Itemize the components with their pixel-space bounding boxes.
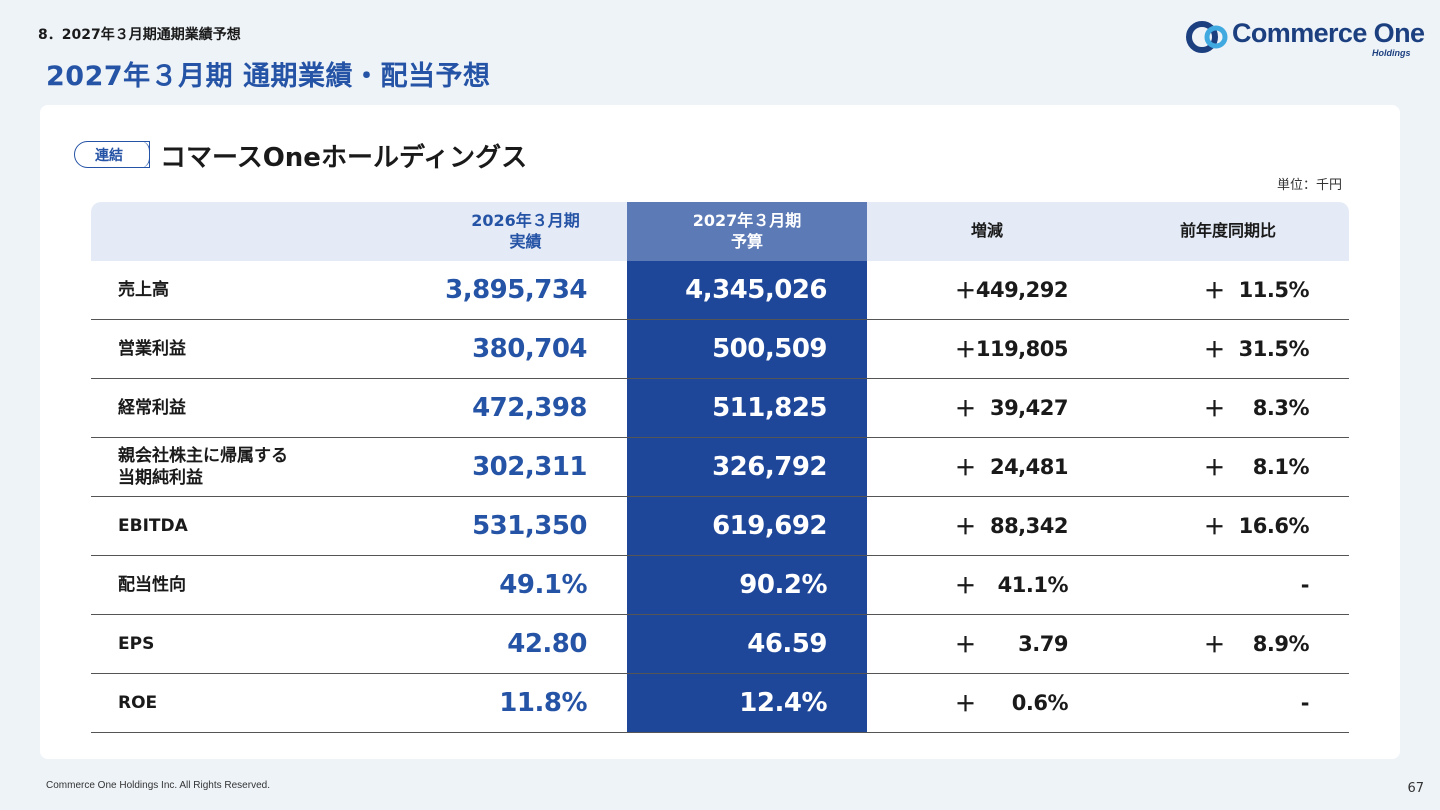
row-label: EBITDA: [118, 515, 188, 536]
diff-sign: ＋: [955, 456, 976, 480]
table-row: 営業利益 380,704 500,509 ＋ 119,805 ＋ 31.5%: [91, 320, 1349, 379]
actual-value: 49.1%: [499, 570, 587, 600]
table-row: 売上高 3,895,734 4,345,026 ＋ 449,292 ＋ 11.5%: [91, 261, 1349, 320]
forecast-value: 326,792: [627, 438, 867, 496]
diff-sign: ＋: [955, 397, 976, 421]
diff-sign: ＋: [955, 279, 976, 303]
ratio-value: 11.5%: [1238, 278, 1310, 302]
forecast-value: 619,692: [627, 497, 867, 555]
diff-sign: ＋: [955, 574, 976, 598]
table-row: EPS 42.80 46.59 ＋ 3.79 ＋ 8.9%: [91, 615, 1349, 674]
diff-sign: ＋: [955, 338, 976, 362]
forecast-value: 500,509: [627, 320, 867, 378]
actual-value: 302,311: [472, 452, 587, 482]
row-label: 営業利益: [118, 338, 186, 359]
forecast-value: 46.59: [627, 615, 867, 673]
diff-value: 39,427: [989, 396, 1069, 420]
table-row: 親会社株主に帰属する 当期純利益 302,311 326,792 ＋ 24,481 ＋ 8.1…: [91, 438, 1349, 497]
row-label: 親会社株主に帰属する 当期純利益: [118, 445, 288, 488]
actual-value: 42.80: [507, 629, 587, 659]
unit-label: 単位：千円: [1276, 178, 1342, 193]
diff-value: 0.6%: [1011, 691, 1069, 715]
header-ratio: 前年度同期比: [1179, 221, 1276, 241]
ratio-value: 16.6%: [1238, 514, 1310, 538]
actual-value: 472,398: [472, 393, 587, 423]
page-number: 67: [1407, 781, 1424, 796]
company-logo: Commerce One Holdings: [1186, 18, 1425, 60]
diff-value: 41.1%: [997, 573, 1069, 597]
row-label: ROE: [118, 692, 158, 713]
ratio-value: 8.3%: [1252, 396, 1310, 420]
ratio-sign: ＋: [1204, 515, 1225, 539]
forecast-value: 511,825: [627, 379, 867, 437]
ratio-sign: ＋: [1204, 338, 1225, 362]
actual-value: 380,704: [472, 334, 587, 364]
table-row: 経常利益 472,398 511,825 ＋ 39,427 ＋ 8.3%: [91, 379, 1349, 438]
diff-value: 449,292: [975, 278, 1069, 302]
ratio-value: 8.9%: [1252, 632, 1310, 656]
consolidated-badge: 連結: [74, 141, 150, 168]
row-label: 配当性向: [118, 574, 186, 595]
diff-sign: ＋: [955, 515, 976, 539]
forecast-value: 90.2%: [627, 556, 867, 614]
section-label: 8．2027年３月期通期業績予想: [38, 27, 241, 43]
ratio-value: -: [1300, 573, 1310, 597]
table-row: ROE 11.8% 12.4% ＋ 0.6% -: [91, 674, 1349, 733]
logo-sub: Holdings: [1372, 48, 1411, 58]
actual-value: 531,350: [472, 511, 587, 541]
diff-value: 24,481: [989, 455, 1069, 479]
forecast-value: 4,345,026: [627, 261, 867, 319]
actual-value: 11.8%: [499, 688, 587, 718]
table-body: 売上高 3,895,734 4,345,026 ＋ 449,292 ＋ 11.5% 営業利益 3…: [91, 261, 1349, 733]
row-label: 売上高: [118, 279, 169, 300]
diff-value: 88,342: [989, 514, 1069, 538]
ratio-value: 8.1%: [1252, 455, 1310, 479]
ratio-sign: ＋: [1204, 397, 1225, 421]
ratio-sign: ＋: [1204, 633, 1225, 657]
diff-sign: ＋: [955, 633, 976, 657]
header-diff: 増減: [970, 221, 1003, 241]
ratio-sign: ＋: [1204, 456, 1225, 480]
forecast-value: 12.4%: [627, 674, 867, 732]
table-header: 2026年３月期 実績 2027年３月期 予算 増減 前年度同期比: [91, 202, 1349, 261]
actual-value: 3,895,734: [445, 275, 587, 305]
diff-sign: ＋: [955, 692, 976, 716]
logo-mark-icon: [1186, 21, 1228, 53]
page-title: 2027年３月期 通期業績・配当予想: [46, 61, 491, 92]
forecast-table: 2026年３月期 実績 2027年３月期 予算 増減 前年度同期比 売上高 3,8…: [91, 202, 1349, 733]
ratio-sign: ＋: [1204, 279, 1225, 303]
ratio-value: -: [1300, 691, 1310, 715]
table-row: EBITDA 531,350 619,692 ＋ 88,342 ＋ 16.6%: [91, 497, 1349, 556]
table-row: 配当性向 49.1% 90.2% ＋ 41.1% -: [91, 556, 1349, 615]
diff-value: 119,805: [975, 337, 1069, 361]
header-actual: 2026年３月期 実績: [471, 210, 580, 251]
copyright: Commerce One Holdings Inc. All Rights Re…: [46, 780, 270, 791]
header-forecast: 2027年３月期 予算: [627, 202, 867, 261]
ratio-value: 31.5%: [1238, 337, 1310, 361]
row-label: 経常利益: [118, 397, 186, 418]
diff-value: 3.79: [1018, 632, 1068, 656]
logo-text: Commerce One: [1232, 18, 1425, 48]
company-name: コマースOneホールディングス: [160, 143, 528, 173]
row-label: EPS: [118, 633, 155, 654]
